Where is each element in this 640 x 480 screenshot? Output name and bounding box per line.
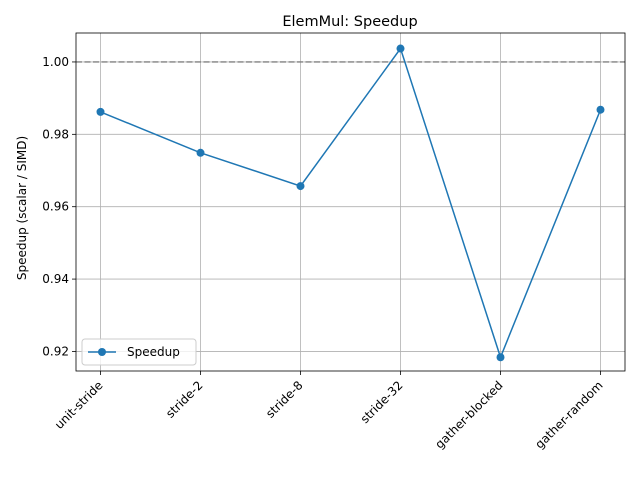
x-tick-label: unit-stride <box>52 378 106 432</box>
series-layer <box>96 44 605 362</box>
x-tick-label: stride-8 <box>263 378 306 421</box>
y-axis-label: Speedup (scalar / SIMD) <box>15 136 29 280</box>
legend: Speedup <box>81 338 197 366</box>
data-point <box>296 182 305 191</box>
legend-box <box>81 338 197 366</box>
grid-lines <box>76 33 625 371</box>
y-tick-label: 0.94 <box>42 272 69 286</box>
axis-ticks: unit-stride stride-2 stride-8 stride-32 gath… <box>42 55 605 452</box>
x-tick-label: gather-blocked <box>432 378 505 451</box>
legend-marker-sample <box>98 348 106 356</box>
y-tick-label: 0.92 <box>42 344 69 358</box>
y-tick-label: 0.96 <box>42 200 69 214</box>
x-tick-label: stride-2 <box>163 378 206 421</box>
y-tick-label: 1.00 <box>42 55 69 69</box>
chart-title: ElemMul: Speedup <box>282 14 417 30</box>
data-point <box>96 107 105 116</box>
data-point <box>196 148 205 157</box>
series-line <box>100 46 602 360</box>
y-tick-label: 0.98 <box>42 127 69 141</box>
data-point <box>396 44 405 53</box>
x-tick-label: gather-random <box>532 378 605 451</box>
data-point <box>496 353 505 362</box>
data-point <box>596 105 605 114</box>
x-tick-label: stride-32 <box>358 378 406 426</box>
plot-frame <box>75 32 626 372</box>
legend-label: Speedup <box>127 345 180 359</box>
